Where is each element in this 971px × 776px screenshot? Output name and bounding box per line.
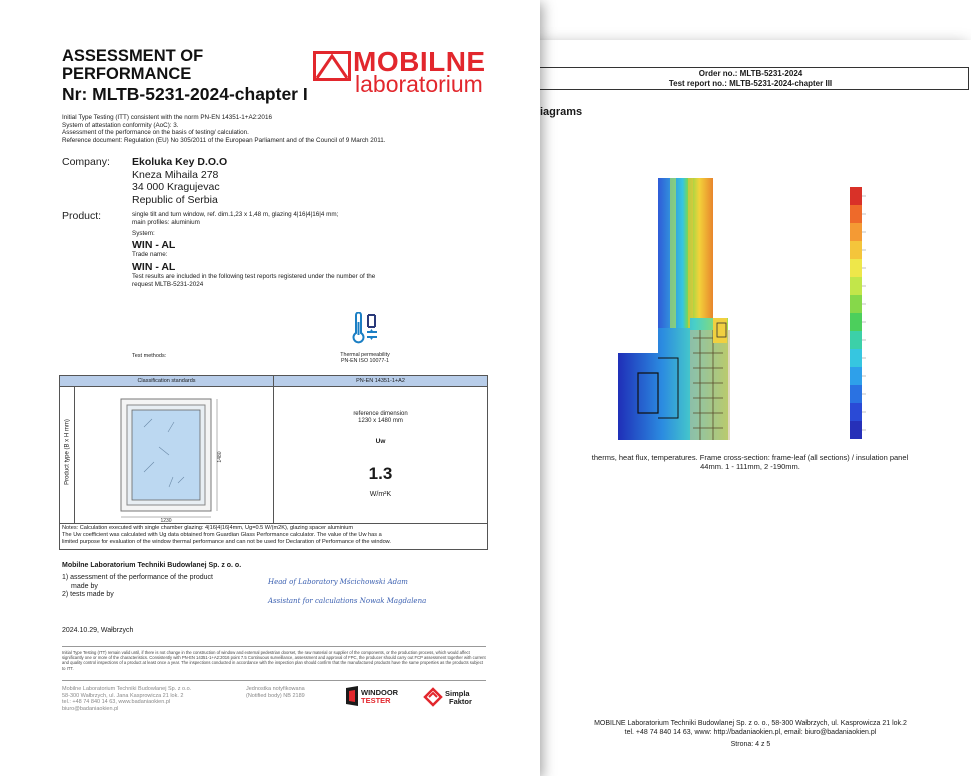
uw-value: 1.3 [368,464,393,483]
uw-unit: W/m²K [369,491,392,498]
window-height-dim: 1480 [217,451,223,462]
company-address-line: 34 000 Kragujevac [132,181,220,193]
uw-result-cell: reference dimension 1230 x 1480 mm Uw 1.… [274,387,487,523]
note-line: The Uw coefficient was calculated with U… [62,532,382,538]
company-label: Company: [62,156,110,168]
disclaimer-text: Initial Type Testing (ITT) remain valid … [62,650,486,671]
page-indicator: Strona: 4 z 5 [730,741,771,748]
roles-block: 1) assessment of the performance of the … [62,574,213,600]
divider [62,646,486,647]
section-title: Diagrams [532,106,583,118]
notified-line: Jednostka notyfikowana [246,686,305,692]
back-page-footer: MOBILNE Laboratorium Techniki Budowlanej… [532,719,969,749]
table-header-classification: Classification standards [60,376,274,387]
classification-table: Classification standards PN-EN 14351-1+A… [59,375,488,550]
mobilne-laboratorium-logo: MOBILNE laboratorium [313,46,503,99]
signature-assistant: Assistant for calculations Nowak Magdale… [268,597,427,605]
intro-text: Initial Type Testing (ITT) consistent wi… [62,114,512,144]
results-text: Test results are included in the followi… [132,273,376,281]
footer-address-line: biuro@badaniaokien.pl [62,705,119,712]
product-label: Product: [62,210,102,222]
system-value: WIN - AL [132,238,176,251]
footer-line: tel. +48 74 840 14 63, www: http://badan… [624,729,877,736]
window-width-dim: 1230 [160,518,171,523]
windoor-tester-logo: WINDOOR TESTER [346,686,399,706]
title-line-2: PERFORMANCE [62,65,192,83]
ref-dim-line: reference dimension [353,411,408,417]
thermal-caption-line: PN-EN ISO 10077-1 [341,358,389,365]
ref-dim-line: 1230 x 1480 mm [358,418,403,424]
role-2: 2) tests made by [62,591,114,598]
footer-notified-body: Jednostka notyfikowana (Notified body) N… [246,686,305,699]
company-address-line: Kneza Mihaila 278 [132,168,219,181]
signature-head-of-lab: Head of Laboratory Mścichowski Adam [268,578,408,586]
footer-address-line: 58-300 Wałbrzych, ul. Jana Kasprowicza 2… [62,692,184,699]
intro-line: Reference document: Regulation (EU) No 3… [62,136,386,144]
role-1: 1) assessment of the performance of the … [62,574,213,581]
note-line: Notes: Calculation executed with single … [62,525,354,531]
window-drawing: 1480 1230 [120,398,223,523]
footer-address: Mobilne Laboratorium Techniki Budowlanej… [62,686,191,712]
logo-mark-icon [313,51,351,81]
footer-line: MOBILNE Laboratorium Techniki Budowlanej… [594,720,907,727]
results-text: request MLTB-5231-2024 [132,280,204,288]
document-title: ASSESSMENT OF PERFORMANCE Nr: MLTB-5231-… [62,47,308,103]
logo-text-bottom: laboratorium [355,71,483,97]
report-number: Test report no.: MLTB-5231-2024-chapter … [668,79,833,88]
uw-label: Uw [375,438,386,445]
product-desc: single tilt and turn window, ref. dim.1,… [132,211,339,218]
tester-text: TESTER [361,696,391,705]
order-header-box: Order no.: MLTB-5231-2024 Test report no… [532,67,969,90]
caption-line: 44mm. 1 - 111mm, 2 -190mm. [700,462,800,471]
intro-line: Assessment of the performance on the bas… [62,129,249,137]
system-label: System: [132,230,155,238]
window-drawing-cell: 1480 1230 [74,387,274,523]
caption-line: therms, heat flux, temperatures. Frame c… [591,453,909,462]
divider [62,680,486,681]
simpla-faktor-logo: Simpla Faktor [423,687,472,707]
vertical-label-text: Product type (B x H mm) [64,419,71,485]
trade-name-value: WIN - AL [132,261,176,274]
table-notes: Notes: Calculation executed with single … [60,523,487,547]
note-line: limited purpose for evaluation of the wi… [62,539,391,545]
thermal-caption-line: Thermal permeability [340,352,390,358]
test-methods-label: Test methods: [132,353,167,359]
intro-line: Initial Type Testing (ITT) consistent wi… [62,114,272,121]
product-desc: main profiles: aluminium [132,218,200,226]
footer-address-line: tel.: +48 74 840 14 63, www.badaniaokien… [62,699,171,706]
logo-text-top: MOBILNE [353,46,486,77]
simpla-text: Simpla [445,689,470,698]
title-line-1: ASSESSMENT OF [62,47,204,65]
date-place: 2024.10.29, Wałbrzych [62,627,134,634]
footer-address-line: Mobilne Laboratorium Techniki Budowlanej… [62,686,192,692]
product-block: single tilt and turn window, ref. dim.1,… [132,211,492,289]
order-number: Order no.: MLTB-5231-2024 [698,69,803,78]
company-address-line: Republic of Serbia [132,193,218,206]
temperature-color-scale [850,187,866,439]
intro-line: System of attestation conformity (AoC): … [62,121,179,129]
thermal-permeability-icon [352,312,377,344]
thermal-cross-section-diagram [618,178,730,440]
trade-name-label: Trade name: [132,250,168,258]
notified-line: (Notified body) NB 2189 [246,692,305,699]
role-1-made-by: made by [71,582,98,590]
laboratory-name: Mobilne Laboratorium Techniki Budowlanej… [62,562,242,569]
front-page: ASSESSMENT OF PERFORMANCE Nr: MLTB-5231-… [59,46,512,712]
company-block: Ekoluka Key D.O.O Kneza Mihaila 278 34 0… [132,156,227,206]
company-name: Ekoluka Key D.O.O [132,156,228,168]
faktor-text: Faktor [449,697,472,706]
diagram-caption: therms, heat flux, temperatures. Frame c… [535,453,965,471]
product-type-vertical-label: Product type (B x H mm) [60,387,75,523]
thermal-caption: Thermal permeability PN-EN ISO 10077-1 [310,352,420,365]
document-number: Nr: MLTB-5231-2024-chapter I [62,84,308,104]
reference-dimension: reference dimension 1230 x 1480 mm [274,411,487,425]
windoor-text: WINDOOR [361,688,399,697]
table-header-standard: PN-EN 14351-1+A2 [274,376,487,387]
